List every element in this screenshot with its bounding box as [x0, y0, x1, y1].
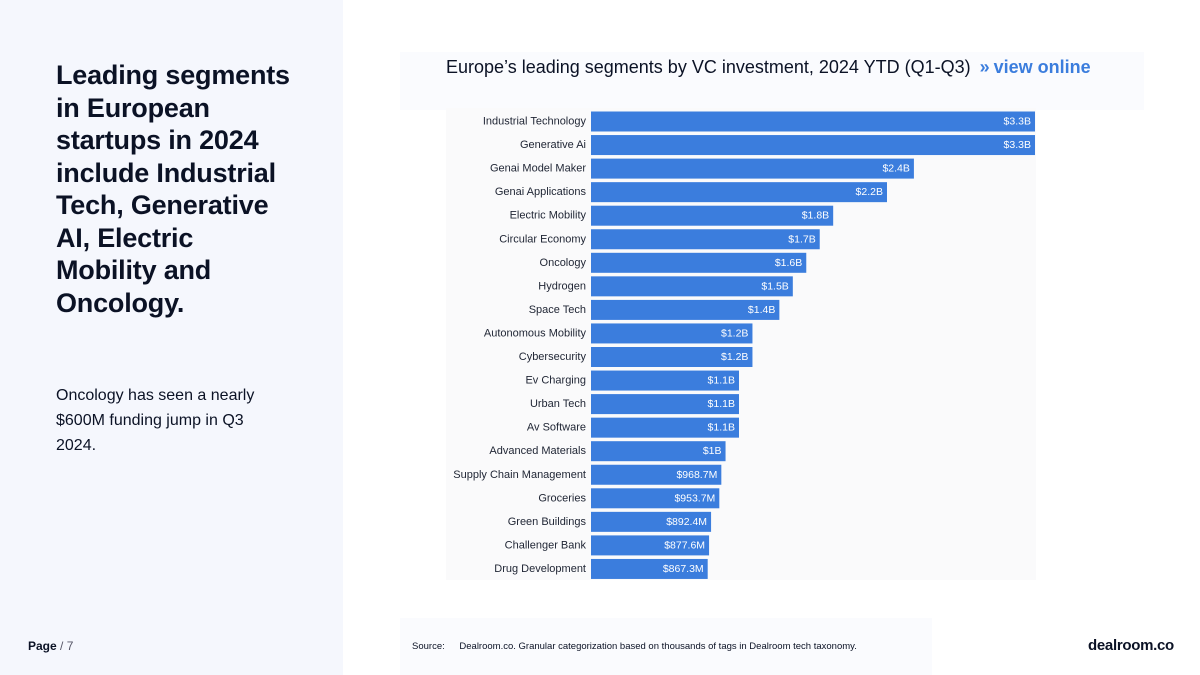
value-label: $892.4M: [666, 516, 707, 528]
value-label: $1.7B: [788, 233, 815, 245]
source-note: Source: Dealroom.co. Granular categoriza…: [412, 641, 857, 652]
category-label: Space Tech: [529, 304, 586, 316]
bar[interactable]: [591, 464, 722, 485]
category-label: Ev Charging: [525, 375, 586, 387]
value-label: $2.2B: [856, 186, 883, 198]
value-label: $1.5B: [761, 280, 788, 292]
chart-title: Europe’s leading segments by VC investme…: [446, 57, 971, 77]
category-label: Drug Development: [494, 563, 586, 575]
category-label: Oncology: [540, 257, 587, 269]
bar[interactable]: [591, 535, 710, 556]
value-label: $867.3M: [663, 563, 704, 575]
category-label: Supply Chain Management: [453, 469, 586, 481]
value-label: $3.3B: [1004, 139, 1031, 151]
bar[interactable]: [591, 488, 720, 509]
bar[interactable]: [591, 276, 793, 297]
value-label: $877.6M: [664, 539, 705, 551]
source-text: Dealroom.co. Granular categorization bas…: [459, 641, 857, 652]
bar[interactable]: [591, 182, 887, 203]
value-label: $1.8B: [802, 210, 829, 222]
value-label: $1.4B: [748, 304, 775, 316]
value-label: $2.4B: [882, 163, 909, 175]
view-online-label: view online: [993, 57, 1091, 77]
source-label: Source:: [412, 641, 445, 652]
category-label: Av Software: [527, 422, 586, 434]
category-label: Circular Economy: [499, 233, 586, 245]
value-label: $1B: [703, 445, 722, 457]
bar[interactable]: [591, 441, 726, 462]
bar[interactable]: [591, 394, 739, 415]
dealroom-logo: dealroom.co: [1088, 637, 1174, 654]
category-label: Green Buildings: [508, 516, 587, 528]
page-separator: /: [60, 639, 64, 653]
value-label: $953.7M: [674, 492, 715, 504]
bar[interactable]: [591, 229, 820, 250]
value-label: $3.3B: [1004, 116, 1031, 128]
source-box: [400, 618, 932, 675]
value-label: $1.1B: [708, 375, 735, 387]
value-label: $1.1B: [708, 422, 735, 434]
view-online-link[interactable]: » view online: [980, 57, 1091, 77]
chart-title-box: [400, 52, 1144, 110]
value-label: $968.7M: [676, 469, 717, 481]
category-label: Autonomous Mobility: [484, 327, 587, 339]
category-label: Genai Applications: [495, 186, 587, 198]
left-panel: [0, 0, 343, 675]
bar[interactable]: [591, 511, 712, 532]
bar[interactable]: [591, 370, 739, 391]
chart-title-row: Europe’s leading segments by VC investme…: [446, 57, 1091, 78]
category-label: Urban Tech: [530, 398, 586, 410]
category-label: Cybersecurity: [519, 351, 587, 363]
category-label: Hydrogen: [538, 280, 586, 292]
category-label: Genai Model Maker: [490, 163, 586, 175]
bar[interactable]: [591, 347, 753, 367]
page-indicator: Page / 7: [28, 639, 73, 653]
double-chevron-right-icon: »: [979, 57, 990, 77]
bar[interactable]: [591, 205, 834, 226]
bar[interactable]: [591, 323, 753, 344]
value-label: $1.2B: [721, 327, 748, 339]
headline: Leading segments in European startups in…: [56, 60, 290, 318]
value-label: $1.1B: [708, 398, 735, 410]
subtext: Oncology has seen a nearly $600M funding…: [56, 387, 255, 454]
bar[interactable]: [591, 299, 780, 320]
bar[interactable]: [591, 135, 1035, 156]
bar[interactable]: [591, 417, 739, 438]
category-label: Challenger Bank: [505, 539, 587, 551]
bar[interactable]: [591, 111, 1035, 132]
category-label: Advanced Materials: [489, 445, 586, 457]
category-label: Generative Ai: [520, 139, 586, 151]
page-number: 7: [66, 639, 74, 653]
bar[interactable]: [591, 252, 807, 273]
category-label: Electric Mobility: [510, 210, 587, 222]
value-label: $1.6B: [775, 257, 802, 269]
category-label: Industrial Technology: [483, 116, 587, 128]
bar[interactable]: [591, 558, 708, 579]
page-label: Page: [28, 639, 57, 653]
bar[interactable]: [591, 158, 914, 179]
value-label: $1.2B: [721, 351, 748, 363]
category-label: Groceries: [538, 492, 586, 504]
